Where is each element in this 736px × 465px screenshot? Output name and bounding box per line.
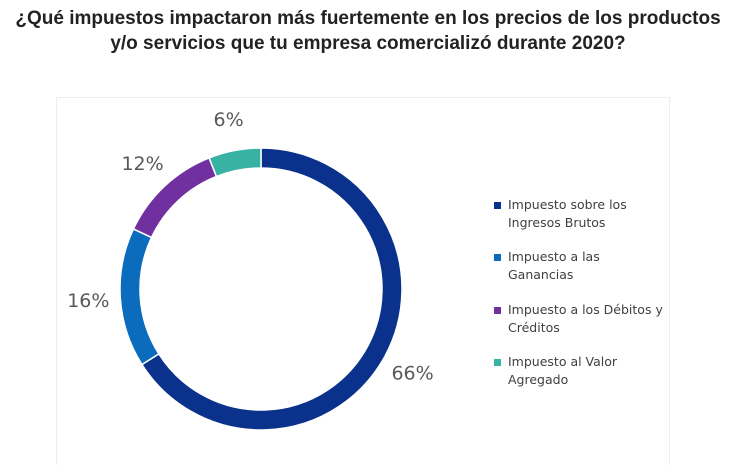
slice-impuesto-a-las-ganancias <box>119 227 160 366</box>
legend-swatch <box>494 254 501 261</box>
legend-item-impuesto-a-los-debitos-y-creditos: Impuesto a los Débitos y Créditos <box>494 301 669 337</box>
legend-label: Impuesto sobre los Ingresos Brutos <box>508 197 627 230</box>
legend-swatch <box>494 359 501 366</box>
legend-item-impuesto-al-valor-agregado: Impuesto al Valor Agregado <box>494 353 669 389</box>
data-labels: 66% 16% 12% 6% <box>67 109 433 384</box>
title-line-1: ¿Qué impuestos impactaron más fuertement… <box>15 8 721 29</box>
slice-impuesto-al-valor-agregado <box>208 147 262 178</box>
data-label-impuesto-a-los-debitos-y-creditos: 12% <box>121 153 163 175</box>
legend-label: Impuesto a los Débitos y Créditos <box>508 302 663 335</box>
data-label-impuesto-a-las-ganancias: 16% <box>67 290 109 312</box>
legend-item-impuesto-sobre-los-ingresos-brutos: Impuesto sobre los Ingresos Brutos <box>494 196 669 232</box>
legend-label: Impuesto al Valor Agregado <box>508 354 618 387</box>
legend-item-impuesto-a-las-ganancias: Impuesto a las Ganancias <box>494 248 669 284</box>
legend-swatch <box>494 202 501 209</box>
title-line-2: y/o servicios que tu empresa comercializ… <box>110 33 626 54</box>
donut-slices <box>119 147 403 431</box>
slice-impuesto-sobre-los-ingresos-brutos <box>140 147 403 431</box>
legend-swatch <box>494 307 501 314</box>
data-label-impuesto-al-valor-agregado: 6% <box>214 109 244 131</box>
chart-area <box>56 97 670 465</box>
chart-title: ¿Qué impuestos impactaron más fuertement… <box>0 6 736 56</box>
legend-label: Impuesto a las Ganancias <box>508 249 600 282</box>
data-label-impuesto-sobre-los-ingresos-brutos: 66% <box>391 362 433 384</box>
